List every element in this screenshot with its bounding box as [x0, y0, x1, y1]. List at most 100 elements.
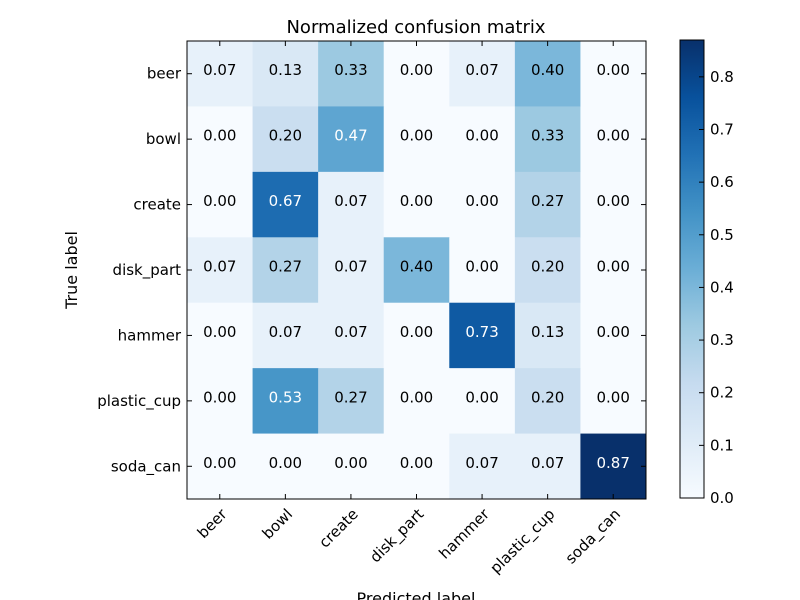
x-tick-label: plastic_cup	[487, 505, 560, 578]
heatmap-cell	[514, 106, 581, 173]
cell-value-label: 0.07	[334, 258, 367, 276]
heatmap-cell	[187, 433, 254, 500]
y-tick-label: disk_part	[113, 261, 182, 280]
cell-value-label: 0.67	[269, 192, 302, 210]
cell-value-label: 0.00	[203, 127, 236, 145]
heatmap-cells: 0.07 0.13 0.33 0.00 0.07 0.40 0.00 0.00 0.20 0.47…	[187, 41, 647, 500]
cell-value-label: 0.00	[400, 192, 433, 210]
heatmap-cell	[383, 237, 450, 304]
colorbar-tick-label: 0.3	[710, 331, 734, 349]
cell-value-label: 0.00	[203, 388, 236, 406]
cell-value-label: 0.47	[334, 127, 367, 145]
heatmap-cell	[580, 41, 647, 107]
cell-value-label: 0.27	[269, 258, 302, 276]
heatmap-cell	[252, 237, 319, 304]
heatmap-cell	[383, 106, 450, 173]
heatmap-cell	[383, 171, 450, 238]
y-tick-label: hammer	[118, 326, 182, 344]
heatmap-cell	[187, 171, 254, 238]
heatmap-cell	[252, 41, 319, 107]
x-tick-label: disk_part	[366, 505, 428, 567]
heatmap-cell	[514, 302, 581, 369]
heatmap-cell	[383, 302, 450, 369]
cell-value-label: 0.27	[334, 388, 367, 406]
cell-value-label: 0.07	[203, 61, 236, 79]
cell-value-label: 0.00	[400, 454, 433, 472]
y-tick-label: plastic_cup	[97, 392, 181, 411]
y-axis-label: True label	[62, 231, 81, 310]
cell-value-label: 0.00	[269, 454, 302, 472]
cell-value-label: 0.07	[203, 258, 236, 276]
heatmap-cell	[318, 237, 385, 304]
heatmap-cell	[187, 106, 254, 173]
x-tick-label: beer	[194, 505, 231, 542]
heatmap-cell	[449, 237, 516, 304]
cell-value-label: 0.07	[531, 454, 564, 472]
heatmap-cell	[318, 302, 385, 369]
heatmap-cell	[383, 41, 450, 107]
heatmap-cell	[580, 237, 647, 304]
heatmap-cell	[383, 433, 450, 500]
cell-value-label: 0.13	[531, 323, 564, 341]
cell-value-label: 0.00	[465, 258, 498, 276]
cell-value-label: 0.00	[203, 192, 236, 210]
cell-value-label: 0.20	[531, 388, 564, 406]
heatmap-cell	[580, 171, 647, 238]
heatmap-cell	[514, 433, 581, 500]
cell-value-label: 0.00	[597, 388, 630, 406]
heatmap-cell	[318, 171, 385, 238]
cell-value-label: 0.87	[597, 454, 630, 472]
heatmap-cell	[449, 106, 516, 173]
cell-value-label: 0.00	[465, 388, 498, 406]
cell-value-label: 0.40	[531, 61, 564, 79]
x-tick-label: hammer	[435, 505, 493, 563]
cell-value-label: 0.00	[597, 192, 630, 210]
cell-value-label: 0.20	[531, 258, 564, 276]
heatmap-cell	[514, 368, 581, 435]
colorbar-tick-label: 0.7	[710, 120, 734, 138]
heatmap-cell	[580, 302, 647, 369]
heatmap-cell	[383, 368, 450, 435]
colorbar-tick-label: 0.4	[710, 278, 734, 296]
heatmap-cell	[252, 302, 319, 369]
heatmap-cell	[449, 368, 516, 435]
cell-value-label: 0.27	[531, 192, 564, 210]
y-tick-label: soda_can	[111, 457, 181, 476]
heatmap-cell	[252, 433, 319, 500]
cell-value-label: 0.07	[334, 323, 367, 341]
heatmap-cell	[318, 433, 385, 500]
cell-value-label: 0.00	[597, 323, 630, 341]
heatmap-cell	[252, 368, 319, 435]
cell-value-label: 0.00	[203, 454, 236, 472]
cell-value-label: 0.07	[465, 454, 498, 472]
cell-value-label: 0.00	[400, 388, 433, 406]
colorbar-tick-label: 0.8	[710, 68, 734, 86]
heatmap-cell	[187, 41, 254, 107]
heatmap-cell	[449, 302, 516, 369]
plot-frame	[186, 40, 647, 500]
cell-value-label: 0.00	[465, 127, 498, 145]
heatmap-cell	[514, 41, 581, 107]
heatmap-cell	[252, 171, 319, 238]
heatmap-cell	[449, 171, 516, 238]
cell-value-label: 0.53	[269, 388, 302, 406]
heatmap-cell	[252, 106, 319, 173]
cell-value-label: 0.00	[597, 127, 630, 145]
colorbar-tick-label: 0.6	[710, 173, 734, 191]
heatmap-cell	[580, 368, 647, 435]
heatmap-cell	[449, 41, 516, 107]
cell-value-label: 0.33	[334, 61, 367, 79]
chart-title: Normalized confusion matrix	[286, 17, 545, 38]
cell-value-label: 0.33	[531, 127, 564, 145]
cell-value-label: 0.00	[465, 192, 498, 210]
cell-value-label: 0.20	[269, 127, 302, 145]
heatmap-cell	[187, 302, 254, 369]
y-tick-label: beer	[147, 65, 182, 83]
heatmap-cell	[514, 171, 581, 238]
colorbar-gradient	[679, 39, 705, 499]
cell-value-label: 0.40	[400, 258, 433, 276]
y-tick-label: create	[133, 196, 181, 214]
cell-value-label: 0.73	[465, 323, 498, 341]
